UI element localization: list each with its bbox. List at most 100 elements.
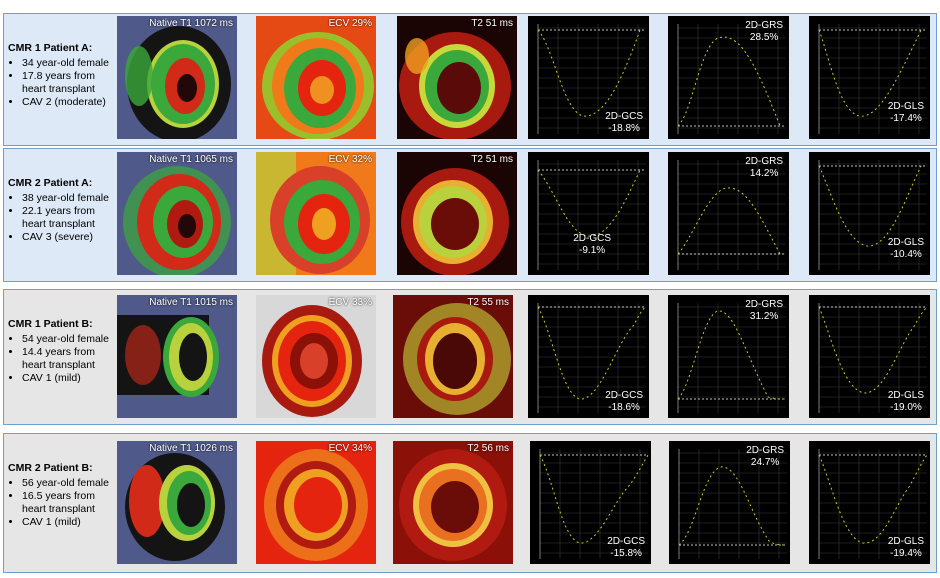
strain-name: 2D-GLS [887, 390, 924, 401]
list-item: CAV 1 (mild) [22, 372, 120, 385]
patient-row: CMR 1 Patient B: 54 year-old female 14.4… [3, 289, 937, 425]
ecv-map-image: ECV 33% [256, 295, 376, 418]
t2-value-label: T2 51 ms [471, 18, 513, 29]
list-item: CAV 3 (severe) [22, 231, 120, 244]
strain-value: 24.7% [750, 457, 780, 468]
strain-name: 2D-GRS [746, 445, 784, 456]
t2-map-image: T2 51 ms [397, 152, 517, 275]
strain-value: -18.6% [608, 402, 640, 413]
row-title: CMR 2 Patient B: [8, 462, 93, 474]
strain-name: 2D-GRS [745, 20, 783, 31]
list-item: 56 year-old female [22, 477, 120, 490]
ecv-map-image: ECV 29% [256, 16, 376, 139]
gcs-label: 2D-GCS -18.8% [605, 111, 643, 135]
bullet-list: 34 year-old female 17.8 years from heart… [8, 57, 120, 109]
patient-info: CMR 2 Patient B: 56 year-old female 16.5… [8, 462, 120, 529]
patient-info: CMR 2 Patient A: 38 year-old female 22.1… [8, 177, 120, 244]
list-item: CAV 2 (moderate) [22, 96, 120, 109]
t2-value-label: T2 51 ms [471, 154, 513, 165]
list-item: 17.8 years from heart transplant [22, 70, 120, 96]
strain-name: 2D-GCS [573, 233, 611, 244]
strain-name: 2D-GCS [605, 111, 643, 122]
gls-strain-plot: 2D-GLS -19.4% [809, 441, 930, 564]
t1-value-label: Native T1 1072 ms [149, 18, 233, 29]
grs-label: 2D-GRS 31.2% [745, 299, 783, 323]
t1-value-label: Native T1 1065 ms [149, 154, 233, 165]
gcs-label: 2D-GCS -18.6% [605, 390, 643, 414]
grs-label: 2D-GRS 28.5% [745, 20, 783, 44]
t2-map-image: T2 55 ms [393, 295, 513, 418]
grs-strain-plot: 2D-GRS 24.7% [669, 441, 790, 564]
strain-value: 14.2% [749, 168, 779, 179]
gls-strain-plot: 2D-GLS -17.4% [809, 16, 930, 139]
list-item: CAV 1 (mild) [22, 516, 120, 529]
t1-map-image: Native T1 1072 ms [117, 16, 237, 139]
ecv-map-image: ECV 34% [256, 441, 376, 564]
list-item: 22.1 years from heart transplant [22, 205, 120, 231]
gls-label: 2D-GLS -19.4% [888, 536, 924, 560]
patient-info: CMR 1 Patient A: 34 year-old female 17.8… [8, 42, 120, 109]
t1-value-label: Native T1 1026 ms [149, 443, 233, 454]
strain-value: -9.1% [579, 245, 606, 256]
t1-map-image: Native T1 1065 ms [117, 152, 237, 275]
t2-map-image: T2 56 ms [393, 441, 513, 564]
strain-value: -19.0% [890, 402, 922, 413]
ecv-value-label: ECV 34% [328, 443, 372, 454]
gls-strain-plot: 2D-GLS -19.0% [809, 295, 930, 418]
t1-map-image: Native T1 1015 ms [117, 295, 237, 418]
t2-value-label: T2 56 ms [467, 443, 509, 454]
gls-label: 2D-GLS -19.0% [888, 390, 924, 414]
gcs-strain-plot: 2D-GCS -18.6% [528, 295, 649, 418]
grs-label: 2D-GRS 24.7% [746, 445, 784, 469]
gcs-label: 2D-GCS -15.8% [607, 536, 645, 560]
patient-row: CMR 2 Patient A: 38 year-old female 22.1… [3, 148, 937, 282]
gls-strain-plot: 2D-GLS -10.4% [809, 152, 930, 275]
patient-row: CMR 1 Patient A: 34 year-old female 17.8… [3, 13, 937, 146]
t1-value-label: Native T1 1015 ms [149, 297, 233, 308]
strain-name: 2D-GRS [745, 299, 783, 310]
strain-value: -17.4% [890, 113, 922, 124]
strain-value: -15.8% [610, 548, 642, 559]
row-title: CMR 2 Patient A: [8, 177, 93, 189]
strain-value: 28.5% [749, 32, 779, 43]
strain-name: 2D-GLS [887, 101, 924, 112]
strain-value: -19.4% [890, 548, 922, 559]
patient-row: CMR 2 Patient B: 56 year-old female 16.5… [3, 433, 937, 573]
strain-value: -18.8% [608, 123, 640, 134]
row-title: CMR 1 Patient A: [8, 42, 93, 54]
strain-name: 2D-GCS [605, 390, 643, 401]
bullet-list: 54 year-old female 14.4 years from heart… [8, 333, 120, 385]
ecv-value-label: ECV 32% [328, 154, 372, 165]
gcs-strain-plot: 2D-GCS -15.8% [530, 441, 651, 564]
strain-name: 2D-GRS [745, 156, 783, 167]
strain-name: 2D-GCS [607, 536, 645, 547]
strain-name: 2D-GLS [887, 536, 924, 547]
row-title: CMR 1 Patient B: [8, 318, 93, 330]
t1-map-image: Native T1 1026 ms [117, 441, 237, 564]
ecv-value-label: ECV 33% [328, 297, 372, 308]
grs-strain-plot: 2D-GRS 14.2% [668, 152, 789, 275]
gls-label: 2D-GLS -17.4% [888, 101, 924, 125]
ecv-value-label: ECV 29% [328, 18, 372, 29]
grs-strain-plot: 2D-GRS 28.5% [668, 16, 789, 139]
grs-label: 2D-GRS 14.2% [745, 156, 783, 180]
gcs-strain-plot: 2D-GCS -18.8% [528, 16, 649, 139]
list-item: 34 year-old female [22, 57, 120, 70]
t2-map-image: T2 51 ms [397, 16, 517, 139]
strain-name: 2D-GLS [887, 237, 924, 248]
bullet-list: 38 year-old female 22.1 years from heart… [8, 192, 120, 244]
list-item: 14.4 years from heart transplant [22, 346, 120, 372]
gcs-label: 2D-GCS -9.1% [573, 233, 611, 257]
ecv-map-image: ECV 32% [256, 152, 376, 275]
list-item: 38 year-old female [22, 192, 120, 205]
gcs-strain-plot: 2D-GCS -9.1% [528, 152, 649, 275]
t2-value-label: T2 55 ms [467, 297, 509, 308]
strain-value: -10.4% [890, 249, 922, 260]
bullet-list: 56 year-old female 16.5 years from heart… [8, 477, 120, 529]
list-item: 54 year-old female [22, 333, 120, 346]
gls-label: 2D-GLS -10.4% [888, 237, 924, 261]
strain-value: 31.2% [749, 311, 779, 322]
list-item: 16.5 years from heart transplant [22, 490, 120, 516]
grs-strain-plot: 2D-GRS 31.2% [668, 295, 789, 418]
patient-info: CMR 1 Patient B: 54 year-old female 14.4… [8, 318, 120, 385]
